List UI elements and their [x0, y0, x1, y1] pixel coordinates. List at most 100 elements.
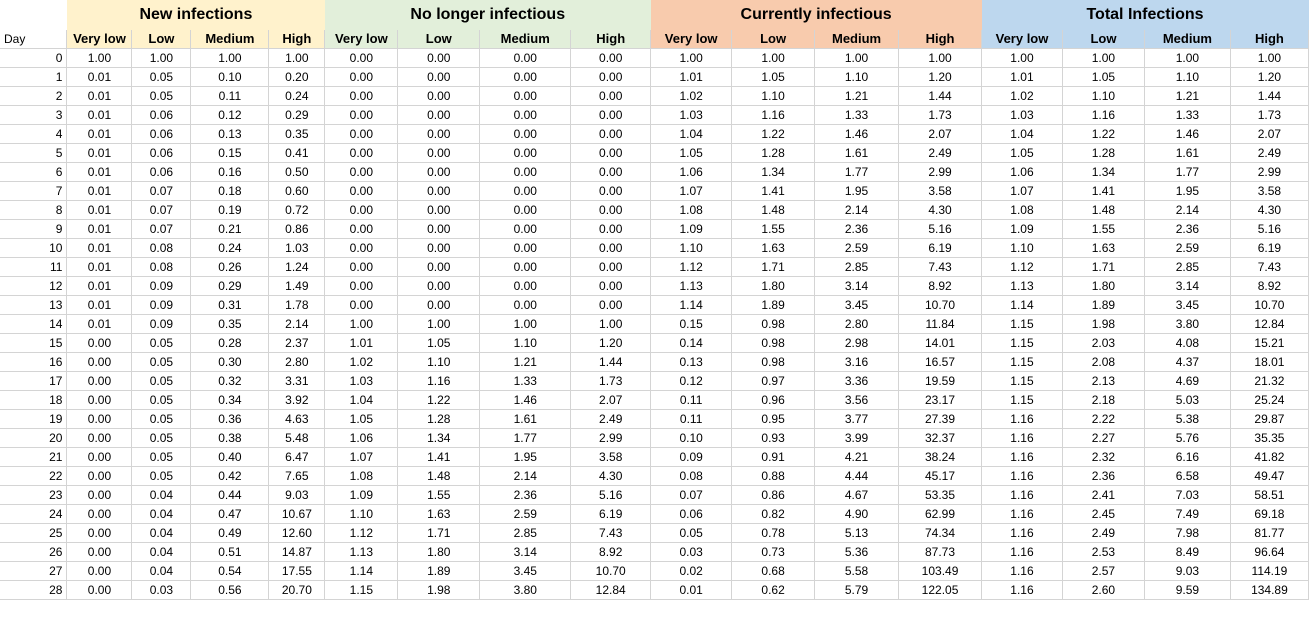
day-cell[interactable]: 13 — [0, 295, 68, 315]
data-cell[interactable]: 1.61 — [1144, 143, 1231, 163]
data-cell[interactable]: 0.96 — [731, 390, 816, 410]
data-cell[interactable]: 0.00 — [570, 86, 652, 106]
data-cell[interactable]: 1.89 — [731, 295, 816, 315]
data-cell[interactable]: 5.03 — [1144, 390, 1231, 410]
subheader-new-infections-high[interactable]: High — [268, 30, 326, 49]
data-cell[interactable]: 0.50 — [268, 162, 326, 182]
day-cell[interactable]: 0 — [0, 48, 68, 68]
data-cell[interactable]: 0.40 — [190, 447, 270, 467]
data-cell[interactable]: 0.08 — [131, 257, 192, 277]
data-cell[interactable]: 1.13 — [981, 276, 1063, 296]
data-cell[interactable]: 0.09 — [131, 295, 192, 315]
data-cell[interactable]: 0.06 — [131, 124, 192, 144]
data-cell[interactable]: 0.01 — [66, 295, 133, 315]
data-cell[interactable]: 2.49 — [1062, 523, 1145, 543]
data-cell[interactable]: 1.16 — [981, 523, 1063, 543]
data-cell[interactable]: 74.34 — [898, 523, 982, 543]
data-cell[interactable]: 0.00 — [324, 181, 399, 201]
data-cell[interactable]: 0.01 — [66, 143, 133, 163]
data-cell[interactable]: 0.05 — [131, 86, 192, 106]
data-cell[interactable]: 5.16 — [1230, 219, 1309, 239]
data-cell[interactable]: 3.58 — [1230, 181, 1309, 201]
data-cell[interactable]: 0.91 — [731, 447, 816, 467]
data-cell[interactable]: 1.08 — [324, 466, 399, 486]
data-cell[interactable]: 10.67 — [268, 504, 326, 524]
data-cell[interactable]: 1.09 — [650, 219, 733, 239]
data-cell[interactable]: 1.13 — [324, 542, 399, 562]
data-cell[interactable]: 2.07 — [570, 390, 652, 410]
data-cell[interactable]: 3.45 — [479, 561, 572, 581]
data-cell[interactable]: 1.34 — [731, 162, 816, 182]
data-cell[interactable]: 1.05 — [650, 143, 733, 163]
data-cell[interactable]: 4.67 — [814, 485, 900, 505]
subheader-no-longer-infectious-very-low[interactable]: Very low — [324, 30, 399, 49]
data-cell[interactable]: 0.07 — [650, 485, 733, 505]
data-cell[interactable]: 1.16 — [981, 466, 1063, 486]
data-cell[interactable]: 1.12 — [650, 257, 733, 277]
data-cell[interactable]: 1.16 — [981, 485, 1063, 505]
data-cell[interactable]: 2.08 — [1062, 352, 1145, 372]
data-cell[interactable]: 0.28 — [190, 333, 270, 353]
data-cell[interactable]: 4.08 — [1144, 333, 1231, 353]
data-cell[interactable]: 1.10 — [397, 352, 481, 372]
data-cell[interactable]: 1.61 — [814, 143, 900, 163]
data-cell[interactable]: 0.60 — [268, 181, 326, 201]
data-cell[interactable]: 0.00 — [397, 238, 481, 258]
data-cell[interactable]: 96.64 — [1230, 542, 1309, 562]
data-cell[interactable]: 0.34 — [190, 390, 270, 410]
data-cell[interactable]: 1.63 — [731, 238, 816, 258]
data-cell[interactable]: 27.39 — [898, 409, 982, 429]
data-cell[interactable]: 1.00 — [268, 48, 326, 68]
data-cell[interactable]: 1.10 — [479, 333, 572, 353]
data-cell[interactable]: 1.00 — [814, 48, 900, 68]
day-cell[interactable]: 26 — [0, 542, 68, 562]
data-cell[interactable]: 0.00 — [66, 580, 133, 600]
data-cell[interactable]: 0.00 — [324, 124, 399, 144]
data-cell[interactable]: 1.78 — [268, 295, 326, 315]
data-cell[interactable]: 1.12 — [981, 257, 1063, 277]
data-cell[interactable]: 41.82 — [1230, 447, 1309, 467]
data-cell[interactable]: 1.22 — [731, 124, 816, 144]
data-cell[interactable]: 1.10 — [981, 238, 1063, 258]
subheader-total-infections-medium[interactable]: Medium — [1144, 30, 1231, 49]
data-cell[interactable]: 1.98 — [397, 580, 481, 600]
day-cell[interactable]: 12 — [0, 276, 68, 296]
data-cell[interactable]: 4.21 — [814, 447, 900, 467]
data-cell[interactable]: 0.00 — [397, 200, 481, 220]
data-cell[interactable]: 0.05 — [131, 409, 192, 429]
data-cell[interactable]: 1.73 — [570, 371, 652, 391]
data-cell[interactable]: 2.49 — [1230, 143, 1309, 163]
data-cell[interactable]: 2.14 — [814, 200, 900, 220]
data-cell[interactable]: 2.36 — [1144, 219, 1231, 239]
data-cell[interactable]: 0.03 — [650, 542, 733, 562]
data-cell[interactable]: 29.87 — [1230, 409, 1309, 429]
data-cell[interactable]: 1.09 — [324, 485, 399, 505]
data-cell[interactable]: 0.00 — [397, 124, 481, 144]
data-cell[interactable]: 2.85 — [814, 257, 900, 277]
data-cell[interactable]: 0.00 — [397, 276, 481, 296]
data-cell[interactable]: 1.05 — [731, 67, 816, 87]
data-cell[interactable]: 1.10 — [1144, 67, 1231, 87]
data-cell[interactable]: 4.30 — [898, 200, 982, 220]
data-cell[interactable]: 1.89 — [1062, 295, 1145, 315]
subheader-total-infections-high[interactable]: High — [1230, 30, 1309, 49]
data-cell[interactable]: 2.18 — [1062, 390, 1145, 410]
data-cell[interactable]: 10.70 — [1230, 295, 1309, 315]
data-cell[interactable]: 1.03 — [268, 238, 326, 258]
data-cell[interactable]: 21.32 — [1230, 371, 1309, 391]
data-cell[interactable]: 1.41 — [731, 181, 816, 201]
data-cell[interactable]: 1.00 — [397, 314, 481, 334]
data-cell[interactable]: 0.01 — [66, 219, 133, 239]
data-cell[interactable]: 0.00 — [397, 181, 481, 201]
data-cell[interactable]: 1.80 — [397, 542, 481, 562]
data-cell[interactable]: 1.95 — [479, 447, 572, 467]
data-cell[interactable]: 2.36 — [1062, 466, 1145, 486]
data-cell[interactable]: 0.00 — [66, 523, 133, 543]
data-cell[interactable]: 0.05 — [131, 333, 192, 353]
data-cell[interactable]: 0.01 — [66, 200, 133, 220]
data-cell[interactable]: 5.36 — [814, 542, 900, 562]
data-cell[interactable]: 0.00 — [66, 428, 133, 448]
data-cell[interactable]: 1.44 — [898, 86, 982, 106]
data-cell[interactable]: 0.49 — [190, 523, 270, 543]
data-cell[interactable]: 10.70 — [570, 561, 652, 581]
